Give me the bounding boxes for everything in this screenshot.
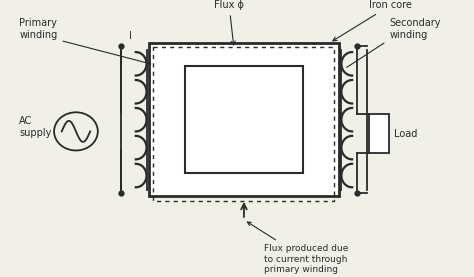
- Text: I: I: [128, 31, 131, 41]
- Bar: [185, 66, 302, 173]
- Text: Primary
winding: Primary winding: [19, 18, 151, 64]
- Bar: [369, 114, 389, 153]
- Text: Flux produced due
to current through
primary winding: Flux produced due to current through pri…: [247, 222, 348, 274]
- Text: Iron core: Iron core: [333, 0, 412, 41]
- Text: Secondary
winding: Secondary winding: [346, 18, 441, 67]
- Text: Flux ϕ: Flux ϕ: [214, 0, 244, 45]
- Bar: [154, 47, 335, 201]
- Text: Load: Load: [394, 129, 418, 138]
- Text: AC
supply: AC supply: [19, 116, 52, 138]
- Bar: [148, 43, 339, 196]
